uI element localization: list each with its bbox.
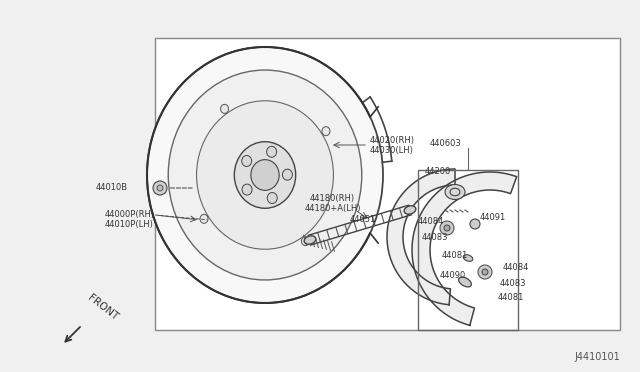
Ellipse shape <box>168 70 362 280</box>
Ellipse shape <box>282 169 292 180</box>
Ellipse shape <box>234 142 296 208</box>
Polygon shape <box>412 172 516 326</box>
Ellipse shape <box>304 236 316 244</box>
Text: 44180+A(LH): 44180+A(LH) <box>305 203 362 212</box>
Ellipse shape <box>459 277 472 287</box>
Ellipse shape <box>242 184 252 195</box>
Circle shape <box>470 219 480 229</box>
Text: 44084: 44084 <box>503 263 529 273</box>
Text: 44000P(RH): 44000P(RH) <box>105 211 155 219</box>
Circle shape <box>478 265 492 279</box>
Bar <box>155 38 620 330</box>
Text: 44083: 44083 <box>500 279 527 288</box>
Text: FRONT: FRONT <box>86 292 120 322</box>
Ellipse shape <box>322 126 330 136</box>
Text: 44051: 44051 <box>350 215 376 224</box>
Text: 44180(RH): 44180(RH) <box>310 193 355 202</box>
Ellipse shape <box>147 47 383 303</box>
Ellipse shape <box>445 185 465 199</box>
Ellipse shape <box>251 160 279 190</box>
Circle shape <box>444 225 450 231</box>
Ellipse shape <box>450 188 460 196</box>
Text: 440603: 440603 <box>430 138 461 148</box>
Text: 44084: 44084 <box>418 218 444 227</box>
Ellipse shape <box>268 193 277 203</box>
Ellipse shape <box>463 255 473 261</box>
Text: 44081: 44081 <box>442 250 468 260</box>
Text: 44030(LH): 44030(LH) <box>370 145 414 154</box>
Polygon shape <box>387 169 455 305</box>
Ellipse shape <box>301 237 309 246</box>
Text: J4410101: J4410101 <box>574 352 620 362</box>
Circle shape <box>157 185 163 191</box>
Text: 44083: 44083 <box>422 232 449 241</box>
Circle shape <box>153 181 167 195</box>
Text: 44090: 44090 <box>440 270 467 279</box>
Ellipse shape <box>404 206 416 214</box>
Text: 44010P(LH): 44010P(LH) <box>105 221 154 230</box>
Text: 44010B: 44010B <box>96 183 128 192</box>
Text: 44091: 44091 <box>480 214 506 222</box>
Ellipse shape <box>221 105 228 113</box>
Circle shape <box>482 269 488 275</box>
Ellipse shape <box>267 146 276 157</box>
Text: 44200: 44200 <box>425 167 451 176</box>
Bar <box>418 170 518 330</box>
Ellipse shape <box>200 214 208 223</box>
Ellipse shape <box>196 101 333 249</box>
Ellipse shape <box>242 155 252 167</box>
Circle shape <box>440 221 454 235</box>
Text: 44020(RH): 44020(RH) <box>370 135 415 144</box>
Text: 44081: 44081 <box>498 294 524 302</box>
